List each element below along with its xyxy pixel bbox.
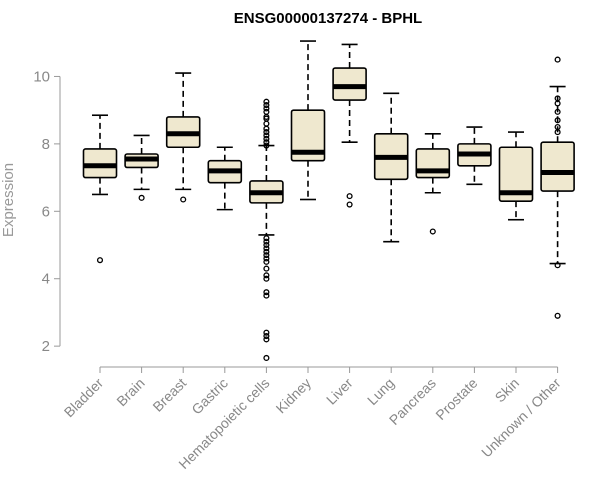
outlier-point [346, 193, 353, 200]
outlier-point [263, 255, 270, 262]
outlier-point [263, 235, 270, 242]
outlier-point [263, 275, 270, 282]
box-bladder [82, 114, 118, 264]
outlier-point [554, 108, 561, 115]
outlier-point [263, 336, 270, 343]
outlier-point [263, 245, 270, 252]
y-tick-label: 2 [42, 338, 50, 355]
box-unknown-other [540, 56, 575, 319]
iqr-box [332, 67, 367, 101]
iqr-box [290, 109, 326, 162]
y-tick-label: 10 [33, 68, 50, 85]
outlier-point [263, 135, 270, 142]
x-tick-label: Bladder [61, 375, 107, 421]
iqr-box [540, 141, 575, 192]
x-tick-label: Prostate [432, 375, 480, 423]
box-breast [165, 72, 201, 203]
outlier-point [263, 129, 270, 136]
x-tick-label: Skin [492, 375, 523, 406]
x-tick-label: Breast [149, 375, 189, 415]
outlier-point [138, 194, 145, 201]
y-tick-label: 4 [42, 271, 50, 288]
outlier-point [263, 120, 270, 127]
iqr-box [82, 148, 118, 179]
outlier-point [554, 129, 561, 136]
outlier-point [429, 228, 436, 235]
outlier-point [554, 312, 561, 319]
x-tick-label: Unknown / Other [478, 375, 564, 461]
outlier-point [263, 98, 270, 105]
x-tick-label: Lung [364, 375, 397, 408]
outlier-point [263, 292, 270, 299]
box-liver [332, 43, 367, 208]
outlier-point [263, 105, 270, 112]
outlier-point [263, 241, 270, 249]
outlier-point [263, 258, 270, 265]
outlier-point [554, 100, 561, 107]
outlier-point [554, 262, 561, 269]
outlier-point [96, 257, 104, 264]
box-kidney [290, 40, 326, 201]
box-gastric [207, 146, 243, 211]
chart-title: ENSG00000137274 - BPHL [234, 10, 422, 27]
box-hematopoietic-cells [249, 98, 284, 361]
outlier-point [263, 125, 270, 132]
outlier-point [263, 265, 270, 272]
x-tick-label: Kidney [273, 375, 315, 417]
box-lung [373, 92, 409, 243]
outlier-point [346, 201, 353, 208]
outlier-point [554, 117, 561, 124]
y-axis: 2 4 6 8 10 [33, 68, 61, 355]
outlier-point [263, 329, 270, 336]
outlier-point [263, 272, 270, 279]
x-tick-label: Brain [113, 375, 147, 409]
box-pancreas [415, 132, 451, 235]
outlier-point [263, 139, 270, 146]
box-prostate [457, 126, 492, 186]
y-axis-label: Expression [0, 163, 17, 237]
outlier-point [263, 102, 270, 109]
y-tick-label: 8 [42, 136, 50, 153]
outlier-point [263, 354, 270, 361]
box-brain [124, 134, 159, 201]
outlier-point [180, 196, 187, 203]
outlier-point [263, 108, 270, 115]
outlier-point [263, 289, 270, 296]
outlier-point [263, 252, 270, 259]
x-tick-label: Liver [323, 375, 356, 408]
y-tick-label: 6 [42, 203, 50, 220]
outlier-point [263, 248, 270, 255]
outlier-point [263, 238, 270, 245]
box-skin [498, 131, 534, 221]
outlier-point [263, 132, 270, 139]
outlier-point [554, 56, 561, 63]
iqr-box [498, 146, 534, 202]
box-series [82, 40, 575, 361]
outlier-point [263, 332, 270, 340]
outlier-point [263, 142, 270, 149]
